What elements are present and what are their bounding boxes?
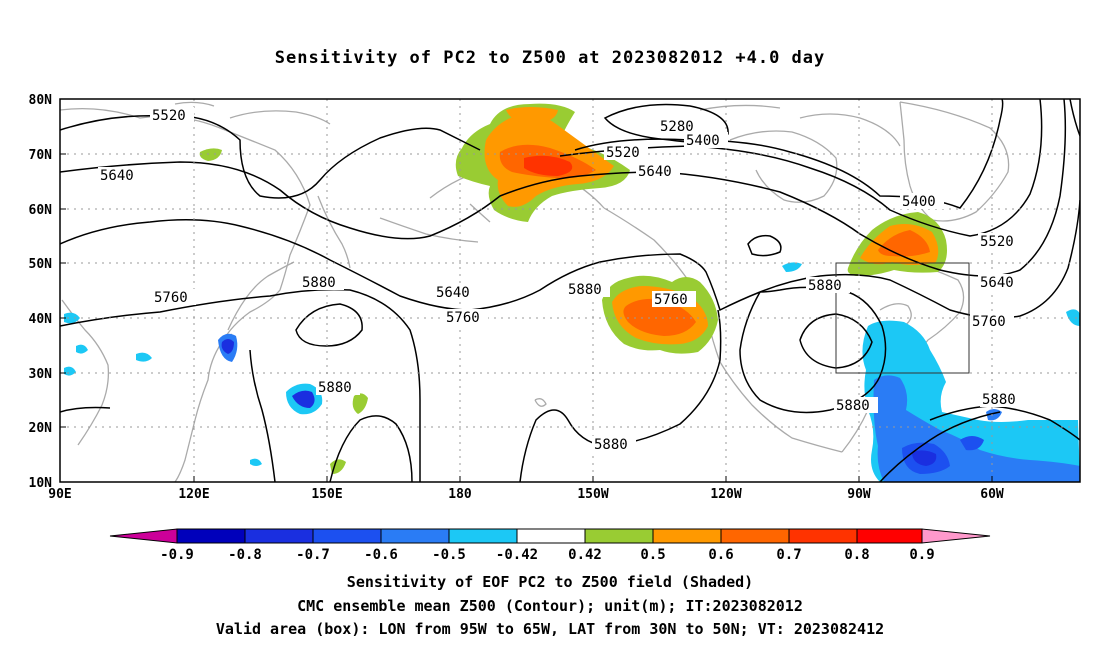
contour-label: 5400: [684, 132, 728, 149]
lat-label: 50N: [29, 257, 53, 272]
svg-text:5280: 5280: [660, 119, 694, 135]
lat-label: 70N: [29, 148, 53, 163]
colorbar-label: 0.7: [776, 547, 801, 563]
colorbar-label: 0.9: [909, 547, 934, 563]
lat-label: 60N: [29, 203, 53, 218]
svg-text:5880: 5880: [318, 380, 352, 396]
svg-text:5400: 5400: [902, 194, 936, 210]
svg-text:5400: 5400: [686, 133, 720, 149]
contour-label: 5640: [434, 284, 478, 301]
colorbar-label: -0.7: [296, 547, 330, 563]
colorbar-swatch: [176, 528, 246, 544]
contour-label: 5400: [900, 193, 944, 210]
colorbar-label: -0.6: [364, 547, 398, 563]
lat-label: 30N: [29, 367, 53, 382]
lon-label: 120W: [710, 487, 741, 502]
contour-label: 5760: [970, 313, 1014, 330]
colorbar-swatch: [448, 528, 518, 544]
colorbar: [109, 528, 991, 544]
map-frame: [59, 98, 1081, 483]
svg-text:5880: 5880: [302, 275, 336, 291]
colorbar-swatch: [584, 528, 654, 544]
colorbar-label: -0.9: [160, 547, 194, 563]
contour-label: 5280: [658, 118, 702, 135]
colorbar-label: -0.8: [228, 547, 262, 563]
colorbar-label: 0.42: [568, 547, 602, 563]
colorbar-swatch: [516, 528, 586, 544]
lon-label: 90W: [847, 487, 871, 502]
contour-label: 5640: [636, 163, 680, 180]
contour-label: 5760: [152, 289, 196, 306]
contour-label: 5880: [592, 436, 636, 453]
contour-label: 5880: [316, 379, 360, 396]
svg-text:5520: 5520: [152, 108, 186, 124]
svg-text:5760: 5760: [446, 310, 480, 326]
contour-label: 5520: [978, 233, 1022, 250]
colorbar-swatch: [788, 528, 858, 544]
lon-label: 150W: [577, 487, 608, 502]
contour-label: 5880: [566, 281, 610, 298]
colorbar-swatch: [312, 528, 382, 544]
svg-text:5760: 5760: [972, 314, 1006, 330]
contour-label: 5760: [444, 309, 488, 326]
contour-label: 5880: [300, 274, 344, 291]
colorbar-label: 0.5: [640, 547, 665, 563]
svg-text:5880: 5880: [568, 282, 602, 298]
lon-label: 90E: [48, 487, 71, 502]
svg-text:5880: 5880: [808, 278, 842, 294]
caption-contour: CMC ensemble mean Z500 (Contour); unit(m…: [297, 597, 803, 615]
caption-valid-area: Valid area (box): LON from 95W to 65W, L…: [215, 620, 885, 638]
lon-label: 60W: [980, 487, 1004, 502]
map-grid: [60, 99, 1080, 482]
svg-text:5880: 5880: [836, 398, 870, 414]
lon-label: 120E: [178, 487, 209, 502]
contour-label: 5880: [806, 277, 850, 294]
colorbar-swatch: [244, 528, 314, 544]
sensitivity-shading: [64, 103, 1080, 482]
svg-text:5640: 5640: [638, 164, 672, 180]
colorbar-label: -0.5: [432, 547, 466, 563]
contour-label: 5760: [652, 291, 696, 308]
contour-label: 5640: [978, 274, 1022, 291]
contour-label: 5880: [980, 391, 1024, 408]
lon-label: 180: [448, 487, 472, 502]
svg-text:5760: 5760: [654, 292, 688, 308]
svg-text:5640: 5640: [436, 285, 470, 301]
caption-shaded: Sensitivity of EOF PC2 to Z500 field (Sh…: [346, 573, 754, 591]
lon-label: 150E: [311, 487, 342, 502]
colorbar-label: 0.8: [844, 547, 869, 563]
colorbar-swatch: [109, 528, 178, 544]
lat-label: 20N: [29, 421, 53, 436]
colorbar-label: -0.42: [496, 547, 538, 563]
colorbar-label: 0.6: [708, 547, 733, 563]
svg-text:5520: 5520: [980, 234, 1014, 250]
axis-ticks: [60, 98, 993, 483]
svg-text:5640: 5640: [980, 275, 1014, 291]
colorbar-swatch: [652, 528, 722, 544]
lat-label: 40N: [29, 312, 53, 327]
svg-text:5880: 5880: [982, 392, 1016, 408]
svg-text:5520: 5520: [606, 145, 640, 161]
contour-label: 5520: [150, 107, 194, 124]
colorbar-swatch: [856, 528, 923, 544]
colorbar-swatch: [921, 528, 991, 544]
contour-label: 5640: [98, 167, 142, 184]
coastlines: [60, 101, 1010, 482]
colorbar-swatch: [720, 528, 790, 544]
contour-label: 5520: [604, 144, 648, 161]
svg-text:5880: 5880: [594, 437, 628, 453]
lat-label: 80N: [29, 93, 53, 108]
lat-label: 10N: [29, 476, 53, 491]
valid-area-box: [835, 262, 970, 374]
map-title: Sensitivity of PC2 to Z500 at 2023082012…: [274, 48, 826, 68]
svg-text:5640: 5640: [100, 168, 134, 184]
colorbar-swatch: [380, 528, 450, 544]
svg-text:5760: 5760: [154, 290, 188, 306]
contour-label: 5880: [834, 397, 878, 414]
